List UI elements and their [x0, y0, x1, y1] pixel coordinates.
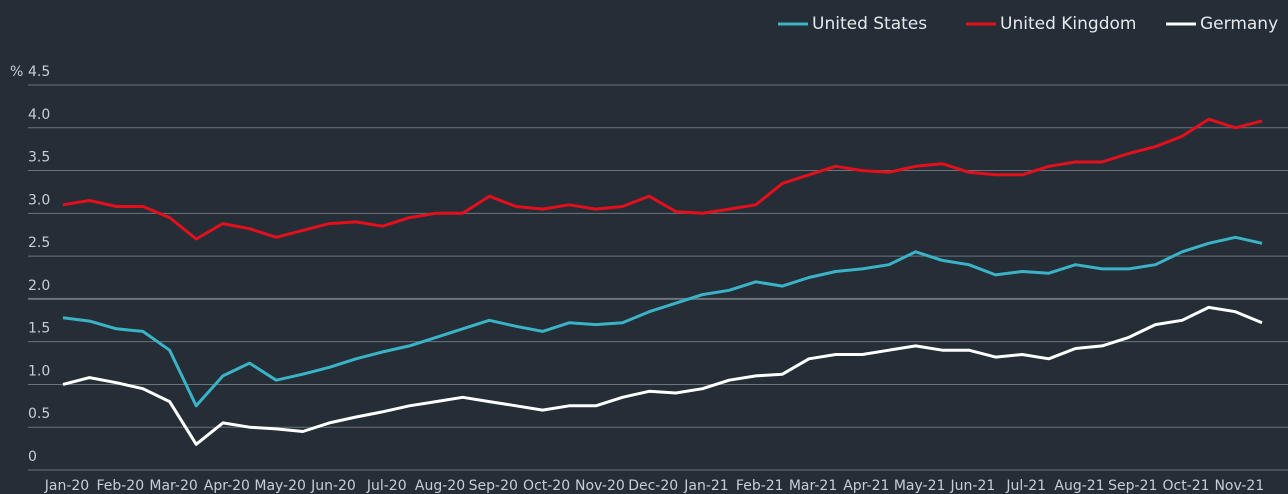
y-tick-label: 1.5	[28, 321, 50, 337]
x-tick-label: Jan-21	[683, 478, 728, 494]
x-tick-label: Sep-21	[1108, 478, 1157, 494]
x-tick-label: Apr-20	[204, 478, 250, 494]
x-tick-label: Sep-20	[469, 478, 518, 494]
y-tick-label: 1.0	[28, 363, 50, 379]
x-tick-label: Feb-21	[736, 478, 784, 494]
x-tick-label: Jun-21	[950, 478, 996, 494]
legend-label: United Kingdom	[1000, 14, 1136, 34]
x-tick-label: Oct-20	[523, 478, 570, 494]
y-tick-label: 0.5	[28, 406, 50, 422]
y-tick-label: 2.5	[28, 235, 50, 251]
x-tick-label: Mar-20	[149, 478, 197, 494]
x-tick-label: Aug-21	[1054, 478, 1104, 494]
x-tick-label: Jun-20	[310, 478, 356, 494]
x-tick-label: Dec-20	[628, 478, 678, 494]
x-tick-label: Apr-21	[843, 478, 889, 494]
legend-label: Germany	[1200, 14, 1278, 34]
x-tick-label: May-20	[254, 478, 306, 494]
x-tick-label: Jul-21	[1005, 478, 1046, 494]
x-tick-label: Feb-20	[96, 478, 144, 494]
x-tick-label: Oct-21	[1163, 478, 1210, 494]
series-line	[62, 235, 1263, 408]
y-tick-label: 3.0	[28, 192, 50, 208]
y-tick-label: 3.5	[28, 150, 50, 166]
y-tick-label: 2.0	[28, 278, 50, 294]
x-tick-label: Mar-21	[789, 478, 837, 494]
x-tick-label: May-21	[894, 478, 946, 494]
y-tick-label: 0	[28, 449, 37, 465]
series-line	[62, 117, 1263, 241]
x-tick-label: Nov-20	[575, 478, 625, 494]
series-line	[62, 305, 1263, 446]
y-tick-label: 4.5	[28, 64, 50, 80]
x-tick-label: Nov-21	[1214, 478, 1264, 494]
y-unit: %	[10, 64, 23, 80]
legend: United States United Kingdom Germany	[778, 14, 1278, 34]
x-tick-label: Aug-20	[415, 478, 465, 494]
legend-label: United States	[812, 14, 927, 34]
x-tick-label: Jul-20	[366, 478, 407, 494]
x-tick-label: Jan-20	[44, 478, 89, 494]
y-tick-label: 4.0	[28, 107, 50, 123]
